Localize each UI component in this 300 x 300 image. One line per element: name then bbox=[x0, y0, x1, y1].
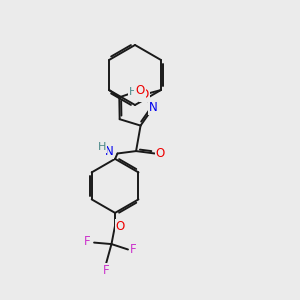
Text: F: F bbox=[103, 264, 110, 277]
Text: O: O bbox=[135, 84, 145, 97]
Text: H: H bbox=[129, 87, 137, 97]
Text: O: O bbox=[155, 147, 165, 160]
Text: O: O bbox=[140, 88, 149, 101]
Text: O: O bbox=[116, 220, 125, 232]
Text: H: H bbox=[98, 142, 106, 152]
Text: F: F bbox=[84, 235, 91, 248]
Text: F: F bbox=[130, 243, 137, 256]
Text: N: N bbox=[105, 146, 113, 158]
Text: N: N bbox=[149, 101, 158, 114]
